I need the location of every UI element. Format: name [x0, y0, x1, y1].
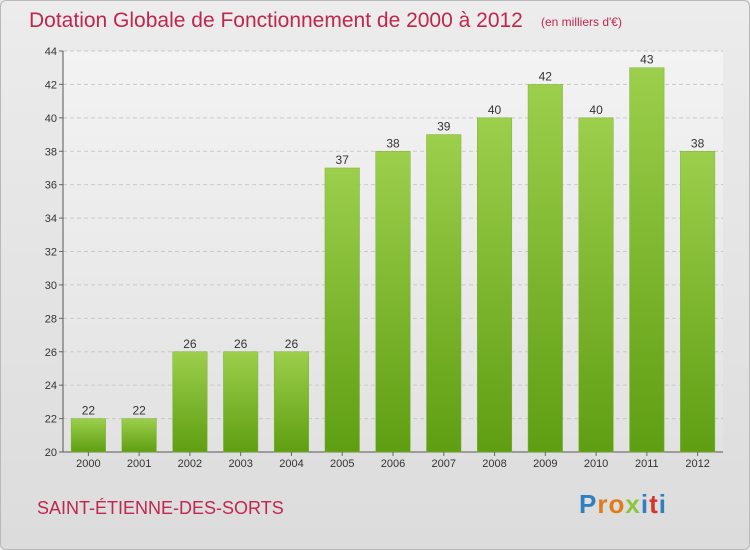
bar [426, 134, 462, 453]
bar [680, 151, 716, 453]
bar-value-label: 40 [488, 103, 502, 117]
bar [70, 418, 106, 453]
bar [324, 167, 360, 453]
x-tick-label: 2003 [228, 458, 252, 470]
x-tick-label: 2001 [127, 458, 151, 470]
y-tick-label: 42 [45, 79, 57, 91]
x-tick-label: 2004 [279, 458, 303, 470]
chart-subtitle: (en milliers d'€) [541, 15, 622, 29]
y-tick-label: 30 [45, 280, 57, 292]
x-tick-label: 2011 [635, 458, 659, 470]
chart-title: Dotation Globale de Fonctionnement de 20… [29, 9, 523, 32]
x-tick-label: 2007 [432, 458, 456, 470]
city-name: SAINT-ÉTIENNE-DES-SORTS [37, 498, 284, 518]
x-tick-label: 2000 [76, 458, 100, 470]
y-tick-label: 22 [45, 414, 57, 426]
logo-letter: x [625, 489, 641, 519]
bar [578, 117, 614, 453]
logo-letter: o [608, 489, 626, 519]
y-tick-label: 44 [45, 46, 57, 58]
y-tick-label: 36 [45, 180, 57, 192]
x-tick-label: 2008 [482, 458, 506, 470]
x-tick-label: 2005 [330, 458, 354, 470]
y-tick-label: 34 [45, 213, 57, 225]
logo-letter: i [658, 489, 667, 519]
bar [172, 351, 208, 453]
bar [527, 84, 563, 453]
bar-value-label: 26 [234, 337, 248, 351]
bar-value-label: 22 [132, 404, 146, 418]
bar [223, 351, 259, 453]
bar [273, 351, 309, 453]
bar-value-label: 26 [285, 337, 299, 351]
bar [477, 117, 513, 453]
y-tick-label: 32 [45, 247, 57, 259]
bar-value-label: 22 [82, 404, 96, 418]
logo-letter: t [649, 489, 659, 519]
bar-value-label: 39 [437, 120, 451, 134]
bar-value-label: 37 [336, 153, 350, 167]
x-tick-label: 2010 [584, 458, 608, 470]
x-tick-label: 2012 [685, 458, 709, 470]
y-tick-label: 24 [45, 380, 57, 392]
x-tick-label: 2009 [533, 458, 557, 470]
bar-value-label: 40 [589, 103, 603, 117]
bar-value-label: 38 [386, 136, 400, 150]
bar [629, 67, 665, 453]
logo-letter: i [640, 489, 650, 519]
proxiti-logo: Proxiti [579, 489, 667, 520]
x-tick-label: 2002 [178, 458, 202, 470]
y-tick-label: 28 [45, 313, 57, 325]
logo-letter: P [579, 489, 598, 519]
logo-letter: r [597, 489, 609, 519]
y-tick-label: 26 [45, 347, 57, 359]
y-tick-label: 20 [45, 447, 57, 459]
bar-value-label: 43 [640, 53, 654, 67]
bar [375, 151, 411, 453]
y-tick-label: 38 [45, 146, 57, 158]
bar-value-label: 42 [539, 69, 553, 83]
bar-value-label: 38 [691, 136, 705, 150]
bar-value-label: 26 [183, 337, 197, 351]
x-tick-label: 2006 [381, 458, 405, 470]
y-tick-label: 40 [45, 113, 57, 125]
bar [121, 418, 157, 453]
